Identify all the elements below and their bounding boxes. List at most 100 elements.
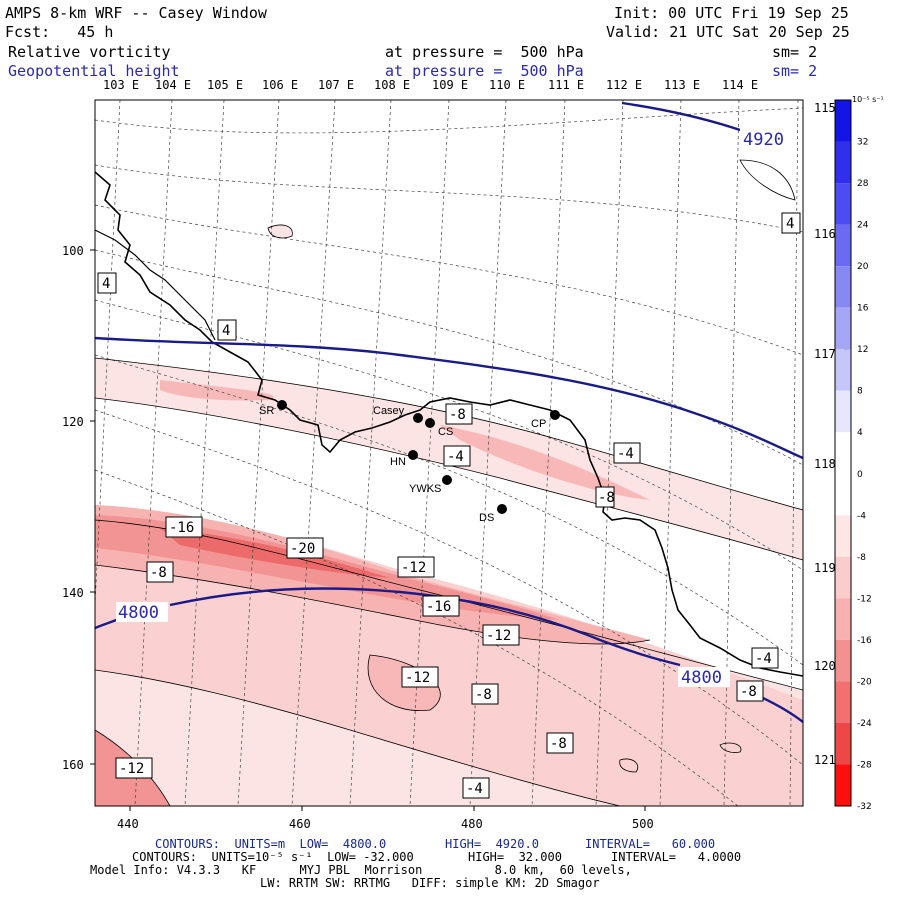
svg-text:4: 4 (786, 216, 794, 232)
colorbar-swatch (835, 390, 851, 433)
station-label: SR (259, 405, 274, 417)
vort-label: -8 (445, 403, 473, 425)
footer-vort-high: HIGH= 32.000 (468, 850, 562, 864)
lon-label: 106 E (262, 78, 299, 92)
y-tick-label: 160 (62, 758, 84, 772)
field1-name: Relative vorticity (8, 43, 171, 61)
svg-text:4: 4 (222, 323, 230, 339)
colorbar-swatch (835, 681, 851, 723)
footer-height-interval: INTERVAL= 60.000 (585, 837, 716, 851)
colorbar-swatch (835, 432, 851, 474)
lon-label: 111 E (548, 78, 585, 92)
y-tick-label: 100 (62, 244, 84, 258)
colorbar-swatch (835, 266, 851, 308)
vort-label: -12 (397, 556, 435, 578)
vort-label: -20 (286, 537, 324, 559)
colorbar-swatch (835, 515, 851, 557)
stations (277, 400, 560, 514)
station-label: HN (390, 456, 406, 468)
vort-label: -8 (546, 732, 574, 754)
svg-text:-12: -12 (486, 628, 511, 644)
lon-label: 104 E (155, 78, 192, 92)
axis-ticks (90, 249, 646, 811)
x-tick-label: 480 (461, 817, 483, 831)
x-tick-label: 500 (632, 817, 654, 831)
colorbar-swatch (835, 224, 851, 267)
colorbar-swatch (835, 598, 851, 640)
svg-text:-8: -8 (740, 684, 757, 700)
vort-label: -4 (751, 647, 779, 669)
ice-edge (95, 229, 216, 341)
colorbar-swatch (835, 764, 851, 806)
colorbar-label: -24 (857, 719, 872, 729)
svg-text:-8: -8 (449, 407, 466, 423)
colorbar-label: -16 (857, 636, 872, 646)
station-label: YWKS (409, 483, 441, 495)
vort-label: -4 (443, 445, 471, 467)
colorbar-label: 4 (857, 428, 863, 438)
field2-name: Geopotential height (8, 62, 180, 80)
colorbar-swatch (835, 141, 851, 184)
vort-label: -4 (613, 442, 641, 464)
init-time: Init: 00 UTC Fri 19 Sep 25 (614, 4, 849, 22)
vort-label: -8 (471, 683, 499, 705)
colorbar-swatch (835, 307, 851, 350)
footer-height-low: CONTOURS: UNITS=m LOW= 4800.0 (155, 837, 387, 851)
footer-physics: LW: RRTM SW: RRTMG DIFF: simple KM: 2D S… (260, 876, 600, 890)
svg-text:-4: -4 (617, 446, 634, 462)
lon-label: 103 E (103, 78, 140, 92)
vort-label: 4 (217, 319, 237, 341)
colorbar-swatch (835, 100, 851, 142)
vort-label: -16 (422, 595, 460, 617)
svg-text:-8: -8 (598, 490, 615, 506)
colorbar-swatch (835, 722, 851, 765)
lon-label: 110 E (489, 78, 526, 92)
footer-model-info: Model Info: V4.3.3 KF MYJ PBL Morrison 8… (90, 863, 632, 877)
svg-text:-12: -12 (119, 761, 144, 777)
colorbar-label: -4 (857, 511, 866, 521)
svg-text:-4: -4 (755, 651, 772, 667)
colorbar-swatch (835, 639, 851, 682)
colorbar-label: -28 (857, 760, 872, 770)
x-tick-label: 440 (117, 817, 139, 831)
lon-label: 113 E (664, 78, 701, 92)
forecast-hour: Fcst: 45 h (5, 23, 114, 41)
field2-pressure: at pressure = 500 hPa (385, 62, 584, 80)
colorbar-swatch (835, 349, 851, 391)
lon-label: 114 E (722, 78, 759, 92)
svg-text:-8: -8 (150, 565, 167, 581)
svg-text:-16: -16 (426, 599, 451, 615)
svg-text:-4: -4 (466, 781, 483, 797)
station-label: CP (531, 418, 546, 430)
colorbar-label: 20 (857, 262, 869, 272)
lon-label: 109 E (432, 78, 469, 92)
field1-pressure: at pressure = 500 hPa (385, 43, 584, 61)
svg-text:-12: -12 (401, 560, 426, 576)
colorbar-label: -8 (857, 553, 866, 563)
lon-label: 108 E (374, 78, 411, 92)
footer-vort-interval: INTERVAL= 4.0000 (611, 850, 742, 864)
colorbar-label: 8 (857, 387, 863, 397)
vort-label: 4 (781, 212, 801, 234)
station-label: DS (479, 512, 494, 524)
colorbar-frame (834, 99, 852, 807)
colorbar-unit: 10⁻⁵ s⁻¹ (852, 95, 884, 104)
colorbar-label: -32 (857, 802, 872, 812)
vort-label: -12 (401, 666, 439, 688)
coastline (95, 171, 803, 677)
lon-label: 112 E (606, 78, 643, 92)
vort-label: 4 (97, 272, 117, 294)
footer-height-high: HIGH= 4920.0 (445, 837, 539, 851)
vort-label: -16 (165, 516, 203, 538)
vort-label: -12 (115, 757, 153, 779)
colorbar-label: -20 (857, 677, 872, 687)
height-label: 4920 (743, 130, 784, 150)
colorbar-swatch (835, 473, 851, 516)
colorbar-label: 0 (857, 470, 863, 480)
colorbar: 32 28 24 20 16 12 8 4 0 -4 -8 -12 -16 -20 -24 -28 -32 (834, 99, 872, 812)
colorbar-label: 16 (857, 304, 869, 314)
chart-title: AMPS 8-km WRF -- Casey Window (5, 4, 267, 22)
svg-text:4: 4 (102, 276, 110, 292)
svg-text:-8: -8 (550, 736, 567, 752)
